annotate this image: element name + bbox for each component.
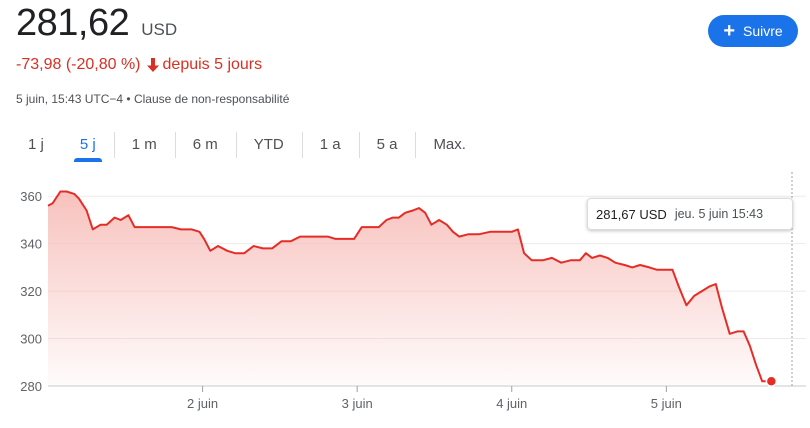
change-period: depuis 5 jours — [162, 56, 263, 73]
meta-separator: • — [126, 92, 131, 106]
tab-6-months[interactable]: 6 m — [174, 128, 236, 160]
currency-label: USD — [141, 20, 178, 39]
x-tick-label: 5 juin — [651, 396, 682, 411]
quote-timestamp: 5 juin, 15:43 UTC−4 — [16, 92, 124, 106]
x-tick-label: 4 juin — [496, 396, 527, 411]
tab-max[interactable]: Max. — [415, 128, 484, 160]
disclaimer-link[interactable]: Clause de non-responsabilité — [133, 92, 290, 106]
price-line — [47, 190, 769, 383]
price-chart[interactable]: 280 300 320 340 360 2 juin 3 juin 4 juin 5 juin — [0, 170, 810, 428]
tab-label: 5 a — [376, 135, 398, 153]
tab-label: YTD — [253, 135, 284, 153]
tab-5-days[interactable]: 5 j — [62, 128, 114, 162]
arrow-down-icon — [146, 58, 159, 72]
tooltip-date: jeu. 5 juin 15:43 — [674, 207, 764, 221]
price-change-row: -73,98 (-20,80 %) depuis 5 jours — [16, 56, 262, 74]
x-tick-label: 2 juin — [187, 396, 218, 411]
tab-label: 1 a — [319, 135, 341, 153]
tab-1-month[interactable]: 1 m — [113, 128, 175, 160]
price-tooltip: 281,67 USD jeu. 5 juin 15:43 — [587, 198, 793, 230]
tab-1-day[interactable]: 1 j — [10, 128, 62, 160]
price-change: -73,98 (-20,80 %) — [16, 56, 141, 73]
y-tick-label: 360 — [20, 189, 42, 204]
tab-label: 6 m — [192, 135, 218, 153]
tab-5-years[interactable]: 5 a — [358, 128, 416, 160]
current-price: 281,62 — [16, 2, 130, 44]
tab-ytd[interactable]: YTD — [235, 128, 302, 160]
price-area — [48, 191, 769, 386]
quote-header: 281,62 USD — [16, 2, 177, 45]
tab-label: 5 j — [79, 135, 96, 153]
tab-label: 1 m — [131, 135, 157, 153]
follow-button-label: Suivre — [743, 23, 783, 39]
y-tick-label: 300 — [20, 332, 42, 347]
y-tick-label: 320 — [20, 284, 42, 299]
y-tick-label: 280 — [20, 379, 42, 394]
tab-label: Max. — [433, 135, 466, 153]
last-price-dot — [765, 375, 778, 388]
tooltip-price: 281,67 USD — [596, 206, 667, 222]
tab-1-year[interactable]: 1 a — [301, 128, 359, 160]
plus-icon: + — [723, 20, 735, 42]
tab-label: 1 j — [28, 135, 44, 153]
x-tick-label: 3 juin — [342, 396, 373, 411]
quote-meta: 5 juin, 15:43 UTC−4 • Clause de non-resp… — [16, 92, 289, 106]
range-tabs: 1 j 5 j 1 m 6 m YTD 1 a 5 a Max. — [10, 128, 484, 162]
follow-button[interactable]: + Suivre — [708, 15, 798, 47]
y-tick-label: 340 — [20, 237, 42, 252]
